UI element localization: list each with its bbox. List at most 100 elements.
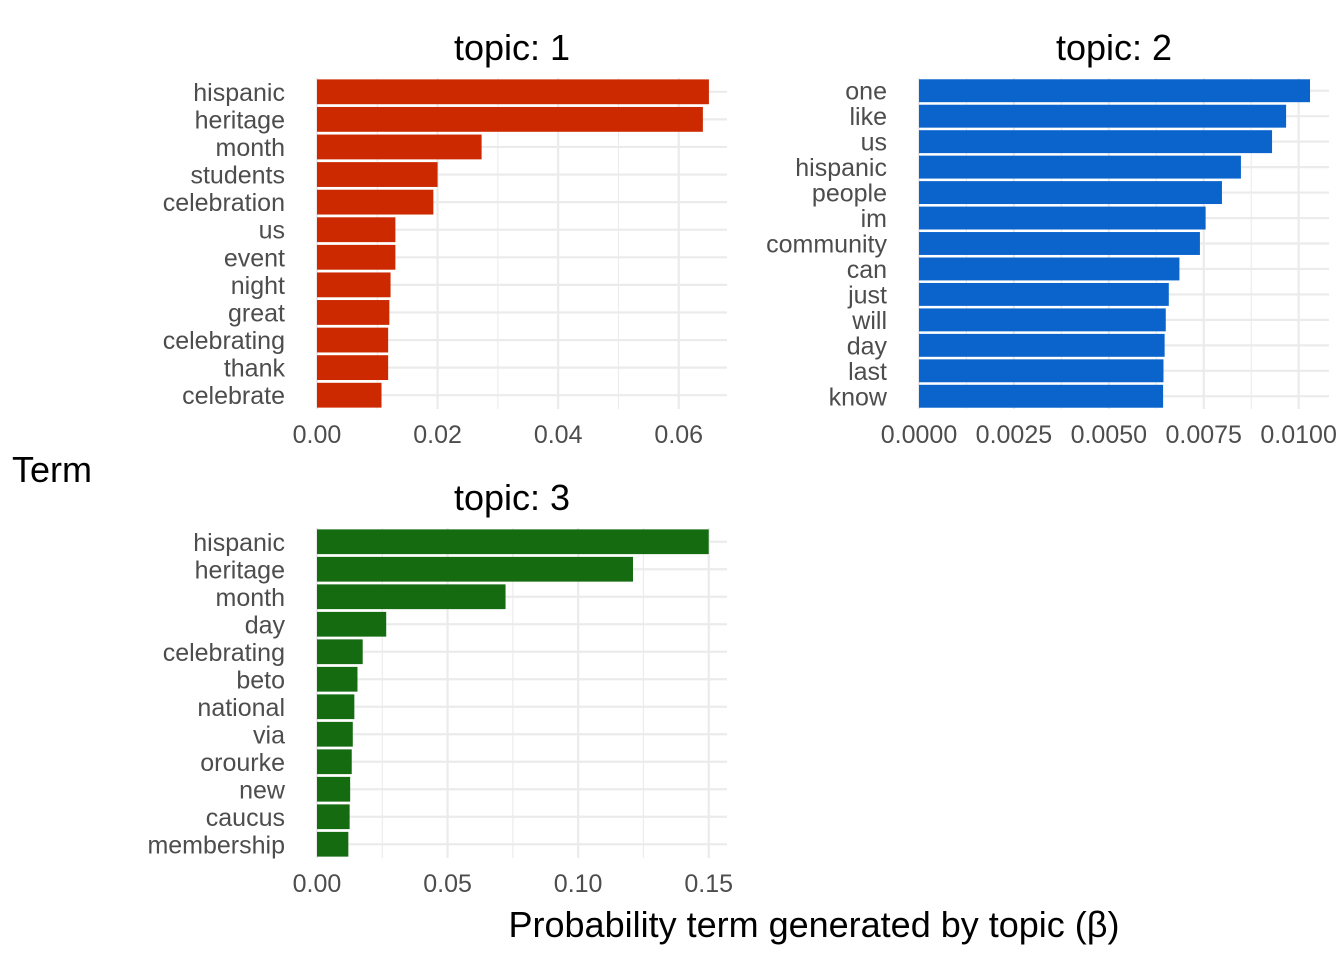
- category-label: caucus: [206, 804, 285, 832]
- x-tick-label: 0.0100: [1260, 421, 1336, 449]
- bar-night: [317, 272, 391, 298]
- category-label: last: [848, 358, 887, 386]
- panel-title: topic: 3: [454, 477, 570, 518]
- bar-hispanic: [919, 155, 1241, 179]
- panel-topic-2: topic: 2 onelikeushispanicpeopleimcommuni…: [766, 27, 1337, 449]
- bar-month: [317, 584, 506, 610]
- x-tick-label: 0.02: [413, 421, 462, 449]
- category-label: know: [829, 383, 888, 411]
- category-labels: hispanicheritagemonthdaycelebratingbeton…: [147, 529, 285, 860]
- x-tick-label: 0.05: [423, 870, 472, 898]
- bar-event: [317, 244, 396, 270]
- category-label: event: [224, 244, 285, 272]
- x-tick-label: 0.15: [684, 870, 733, 898]
- bar-day: [317, 611, 387, 637]
- y-axis-title: Term: [12, 449, 92, 490]
- category-label: community: [766, 231, 887, 259]
- bar-just: [919, 282, 1169, 306]
- bar-orourke: [317, 749, 352, 775]
- bars: [317, 529, 709, 857]
- bar-celebration: [317, 189, 434, 215]
- panel-topic-3: topic: 3 hispanicheritagemonthdaycelebrat…: [147, 477, 733, 898]
- x-tick-label: 0.00: [293, 870, 342, 898]
- category-label: month: [216, 584, 285, 612]
- x-tick-label: 0.06: [654, 421, 703, 449]
- category-label: celebrating: [163, 639, 285, 667]
- bars: [317, 79, 709, 408]
- category-label: hispanic: [193, 529, 285, 557]
- category-label: hispanic: [795, 154, 887, 182]
- category-label: national: [197, 694, 285, 722]
- category-label: just: [847, 281, 887, 309]
- bar-community: [919, 232, 1200, 255]
- category-label: us: [861, 129, 887, 157]
- category-label: us: [259, 217, 285, 245]
- category-label: beto: [236, 666, 285, 694]
- bar-via: [317, 721, 353, 747]
- category-label: great: [228, 299, 285, 327]
- x-tick-label: 0.00: [293, 421, 342, 449]
- category-label: day: [245, 611, 286, 639]
- bars: [919, 79, 1311, 408]
- bar-heritage: [317, 106, 703, 132]
- bar-will: [919, 308, 1166, 332]
- bar-month: [317, 134, 482, 160]
- bar-like: [919, 104, 1287, 128]
- bar-can: [919, 257, 1180, 281]
- x-tick-label: 0.04: [534, 421, 583, 449]
- category-label: people: [812, 180, 887, 208]
- bar-celebrating: [317, 327, 389, 353]
- category-label: via: [253, 721, 285, 749]
- panel-title: topic: 2: [1056, 27, 1172, 68]
- category-label: students: [190, 162, 285, 190]
- bar-hispanic: [317, 79, 709, 105]
- panel-topic-1: topic: 1hispanicheritagemonthstudentscel…: [163, 27, 727, 449]
- category-label: membership: [147, 831, 285, 859]
- bar-beto: [317, 666, 358, 692]
- bar-national: [317, 694, 355, 720]
- category-label: celebrate: [182, 382, 285, 410]
- bar-hispanic: [317, 529, 709, 555]
- category-label: im: [861, 205, 887, 233]
- bar-one: [919, 79, 1311, 103]
- bar-new: [317, 776, 351, 802]
- chart-panels: topic: 1hispanicheritagemonthstudentscel…: [147, 27, 1336, 898]
- bar-us: [317, 217, 396, 243]
- category-label: celebrating: [163, 327, 285, 355]
- category-label: night: [231, 272, 285, 300]
- bar-day: [919, 333, 1165, 357]
- bar-last: [919, 359, 1164, 383]
- bar-people: [919, 181, 1222, 205]
- bar-thank: [317, 355, 389, 381]
- category-label: like: [849, 103, 887, 131]
- category-label: heritage: [195, 106, 285, 134]
- x-axis-title: Probability term generated by topic (β): [509, 904, 1120, 945]
- category-label: can: [847, 256, 887, 284]
- x-tick-label: 0.0075: [1165, 421, 1241, 449]
- bar-caucus: [317, 804, 350, 830]
- x-tick-label: 0.0050: [1071, 421, 1147, 449]
- category-label: orourke: [200, 749, 285, 777]
- bar-students: [317, 162, 438, 187]
- category-labels: hispanicheritagemonthstudentscelebration…: [163, 79, 286, 410]
- category-label: thank: [224, 355, 286, 383]
- category-label: hispanic: [193, 79, 285, 107]
- x-tick-labels: 0.00 0.05 0.10 0.15: [293, 870, 733, 898]
- category-label: one: [845, 78, 887, 106]
- x-tick-label: 0.10: [554, 870, 603, 898]
- bar-im: [919, 206, 1206, 230]
- x-tick-label: 0.0000: [881, 421, 957, 449]
- bar-us: [919, 130, 1273, 154]
- category-label: celebration: [163, 189, 285, 217]
- bar-membership: [317, 831, 349, 857]
- x-tick-labels: 0.0000 0.0025 0.0050 0.0075 0.0100: [881, 421, 1337, 449]
- category-label: will: [851, 307, 887, 335]
- category-label: new: [239, 776, 286, 804]
- category-labels: onelikeushispanicpeopleimcommunitycanjus…: [766, 78, 888, 412]
- x-tick-label: 0.0025: [976, 421, 1052, 449]
- bar-heritage: [317, 556, 633, 582]
- bar-great: [317, 300, 390, 325]
- bar-celebrate: [317, 382, 382, 408]
- x-tick-labels: 0.00 0.02 0.04 0.06: [293, 421, 703, 449]
